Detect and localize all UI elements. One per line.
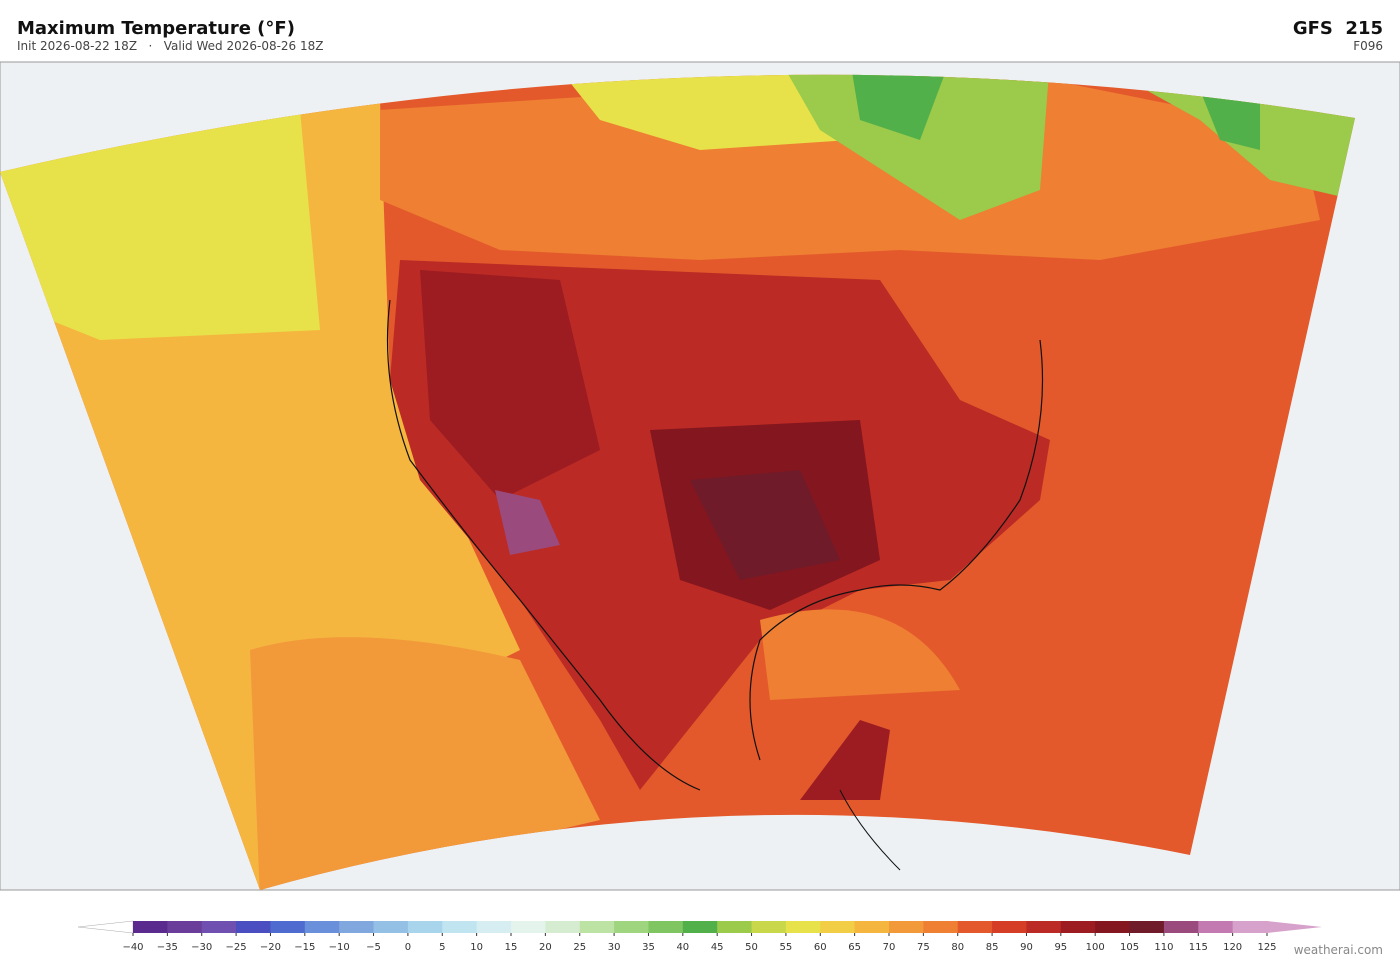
colorbar-tick-label: 30	[608, 942, 621, 953]
colorbar-tick-label: 10	[470, 942, 483, 953]
colorbar-tick-label: 115	[1189, 942, 1208, 953]
colorbar-bin	[304, 921, 340, 933]
colorbar-bin	[1198, 921, 1234, 933]
colorbar-bin	[957, 921, 993, 933]
title: Maximum Temperature (°F)	[17, 18, 295, 39]
colorbar-tick-label: −5	[366, 942, 381, 953]
colorbar-bin	[579, 921, 615, 933]
colorbar-tick-label: 25	[573, 942, 586, 953]
colorbar-tick-label: 110	[1154, 942, 1173, 953]
colorbar-bin	[270, 921, 306, 933]
colorbar-bin	[820, 921, 856, 933]
colorbar-over	[1267, 921, 1322, 933]
colorbar-under	[77, 920, 134, 934]
colorbar-tick-label: −15	[294, 942, 315, 953]
colorbar-tick-label: 105	[1120, 942, 1139, 953]
colorbar-tick-label: 80	[951, 942, 964, 953]
colorbar-bin	[201, 921, 237, 933]
colorbar-bin	[1060, 921, 1096, 933]
colorbar-bin	[476, 921, 512, 933]
colorbar-tick-label: 50	[745, 942, 758, 953]
colorbar-tick-label: 85	[986, 942, 999, 953]
colorbar-tick-label: 95	[1054, 942, 1067, 953]
colorbar-bin	[167, 921, 203, 933]
colorbar-bin	[682, 921, 718, 933]
colorbar-bin	[648, 921, 684, 933]
colorbar: −40 −35 −30 −25 −20 −15 −10 −5 0 5 10 15 20 25 30 35 40 4…	[77, 920, 1322, 953]
colorbar-bin	[751, 921, 787, 933]
colorbar-tick-label: 0	[405, 942, 411, 953]
forecast-hour: F096	[1353, 39, 1383, 53]
colorbar-bin	[1026, 921, 1062, 933]
colorbar-tick-label: 60	[814, 942, 827, 953]
model: GFS 215	[1293, 18, 1383, 39]
colorbar-bin	[992, 921, 1027, 933]
colorbar-tick-label: −25	[226, 942, 247, 953]
colorbar-bin	[133, 921, 168, 933]
colorbar-bin	[373, 921, 409, 933]
colorbar-bin	[717, 921, 753, 933]
subtitle: Init 2026-08-22 18Z · Valid Wed 2026-08-…	[17, 39, 324, 53]
colorbar-bin	[442, 921, 478, 933]
coastline	[386, 299, 1044, 791]
colorbar-bin	[1129, 921, 1165, 933]
credit: weatherai.com	[1294, 943, 1383, 957]
colorbar-tick-label: 100	[1086, 942, 1105, 953]
colorbar-bin	[854, 921, 890, 933]
colorbar-tick-label: 5	[439, 942, 445, 953]
colorbar-tick-label: 45	[711, 942, 724, 953]
colorbar-tick-label: 15	[505, 942, 518, 953]
colorbar-tick-label: 120	[1223, 942, 1242, 953]
colorbar-tick-label: 125	[1257, 942, 1276, 953]
colorbar-tick-label: 75	[917, 942, 930, 953]
colorbar-bin	[545, 921, 581, 933]
colorbar-tick-label: 20	[539, 942, 552, 953]
colorbar-tick-label: 65	[848, 942, 861, 953]
colorbar-bin	[1232, 921, 1268, 933]
colorbar-tick-label: 70	[883, 942, 896, 953]
colorbar-tick-label: 40	[676, 942, 689, 953]
colorbar-bin	[889, 921, 924, 933]
colorbar-tick-label: −40	[122, 942, 143, 953]
colorbar-tick-label: −10	[329, 942, 350, 953]
colorbar-tick-label: −35	[157, 942, 178, 953]
colorbar-bin	[511, 921, 546, 933]
colorbar-tick-label: −20	[260, 942, 281, 953]
colorbar-bin	[1163, 921, 1199, 933]
colorbar-bin	[236, 921, 271, 933]
colorbar-bin	[1095, 921, 1131, 933]
coastline	[839, 789, 901, 871]
colorbar-bin	[923, 921, 959, 933]
colorbar-tick-label: −30	[191, 942, 212, 953]
colorbar-bin	[614, 921, 649, 933]
colorbar-bin	[407, 921, 443, 933]
colorbar-tick-label: 35	[642, 942, 655, 953]
colorbar-bin	[785, 921, 821, 933]
colorbar-bin	[339, 921, 375, 933]
colorbar-tick-label: 90	[1020, 942, 1033, 953]
colorbar-tick-label: 55	[780, 942, 793, 953]
